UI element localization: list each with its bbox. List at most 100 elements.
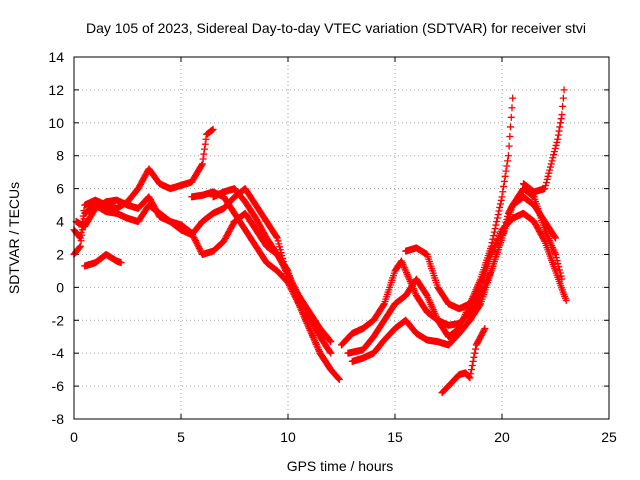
data-point bbox=[495, 207, 503, 215]
data-point bbox=[380, 301, 388, 309]
data-point bbox=[552, 254, 560, 262]
data-point bbox=[297, 296, 305, 304]
data-point bbox=[295, 293, 303, 301]
data-point bbox=[472, 345, 480, 353]
data-point bbox=[487, 242, 495, 250]
data-point bbox=[295, 292, 303, 300]
data-point bbox=[490, 228, 498, 236]
y-tick-label: 2 bbox=[56, 246, 64, 262]
data-point bbox=[399, 260, 407, 268]
data-point bbox=[543, 175, 551, 183]
data-point bbox=[552, 234, 559, 242]
data-point bbox=[546, 166, 554, 174]
data-point bbox=[508, 104, 516, 112]
data-point bbox=[542, 178, 550, 186]
data-point bbox=[496, 200, 504, 208]
data-point bbox=[301, 304, 309, 312]
data-point bbox=[302, 307, 310, 315]
data-point bbox=[189, 232, 197, 240]
data-point bbox=[293, 289, 301, 297]
x-tick-label: 0 bbox=[70, 429, 78, 445]
data-point bbox=[541, 185, 549, 193]
x-tick-label: 10 bbox=[280, 429, 296, 445]
data-point bbox=[294, 290, 302, 298]
data-point bbox=[550, 148, 558, 156]
data-point bbox=[469, 357, 477, 365]
data-point bbox=[290, 282, 298, 290]
data-point bbox=[556, 123, 564, 131]
data-point bbox=[506, 133, 514, 141]
data-point bbox=[556, 119, 564, 127]
y-tick-label: 4 bbox=[56, 214, 64, 230]
data-point bbox=[291, 284, 299, 292]
data-point bbox=[192, 237, 200, 245]
data-point bbox=[300, 302, 308, 310]
data-point bbox=[542, 182, 550, 190]
data-point bbox=[559, 94, 567, 102]
data-point bbox=[492, 221, 500, 229]
data-point bbox=[303, 308, 311, 316]
data-point bbox=[196, 246, 204, 254]
data-point bbox=[193, 240, 201, 248]
series-track-d bbox=[81, 250, 125, 270]
data-point bbox=[192, 238, 200, 246]
grid-lines bbox=[74, 57, 609, 419]
x-tick-label: 25 bbox=[601, 429, 617, 445]
data-point bbox=[488, 239, 496, 247]
data-point bbox=[503, 162, 511, 170]
data-point bbox=[190, 234, 198, 242]
data-point bbox=[505, 142, 513, 150]
data-point bbox=[285, 272, 293, 280]
data-point bbox=[546, 163, 554, 171]
data-point bbox=[286, 273, 294, 281]
data-point bbox=[191, 235, 199, 243]
data-point bbox=[547, 160, 555, 168]
data-point bbox=[195, 244, 203, 252]
data-point bbox=[326, 348, 334, 356]
data-point bbox=[559, 102, 567, 110]
data-point bbox=[554, 135, 562, 143]
data-point bbox=[296, 295, 304, 303]
data-point bbox=[556, 266, 564, 274]
data-point bbox=[466, 374, 474, 382]
data-point bbox=[497, 196, 505, 204]
data-point bbox=[292, 285, 300, 293]
data-point bbox=[188, 231, 196, 239]
data-point bbox=[481, 325, 489, 332]
data-point bbox=[292, 287, 300, 295]
y-tick-label: 8 bbox=[56, 148, 64, 164]
data-point bbox=[397, 257, 405, 265]
y-tick-label: 10 bbox=[48, 115, 64, 131]
data-point bbox=[545, 169, 553, 177]
data-point bbox=[557, 115, 565, 123]
axis-ticks: 0 5 10 15 20 25 -8 -6 -4 -2 0 2 4 6 8 10 12 14 bbox=[48, 49, 617, 445]
data-point bbox=[550, 151, 558, 159]
data-point bbox=[494, 210, 502, 218]
data-point bbox=[554, 131, 562, 139]
data-point bbox=[327, 366, 335, 374]
y-tick-label: -8 bbox=[52, 411, 65, 427]
data-point bbox=[555, 127, 563, 135]
data-point bbox=[79, 226, 87, 234]
y-tick-label: 14 bbox=[48, 49, 64, 65]
data-point bbox=[558, 111, 566, 119]
data-point bbox=[77, 237, 85, 245]
data-point bbox=[489, 235, 497, 243]
data-point bbox=[551, 145, 559, 153]
data-point bbox=[117, 259, 125, 267]
series-track-i bbox=[348, 193, 559, 365]
x-tick-label: 20 bbox=[494, 429, 510, 445]
data-point bbox=[201, 140, 209, 148]
data-point bbox=[400, 262, 408, 270]
data-point bbox=[551, 233, 559, 241]
data-point bbox=[493, 218, 501, 226]
y-axis-label: SDTVAR / TECUs bbox=[6, 182, 22, 294]
data-point bbox=[398, 259, 406, 267]
series-track-j bbox=[402, 94, 517, 313]
data-point bbox=[552, 141, 560, 149]
data-point bbox=[76, 243, 84, 251]
y-tick-label: -4 bbox=[52, 345, 65, 361]
data-point bbox=[548, 157, 556, 165]
y-tick-label: 0 bbox=[56, 279, 64, 295]
data-point bbox=[327, 349, 335, 357]
